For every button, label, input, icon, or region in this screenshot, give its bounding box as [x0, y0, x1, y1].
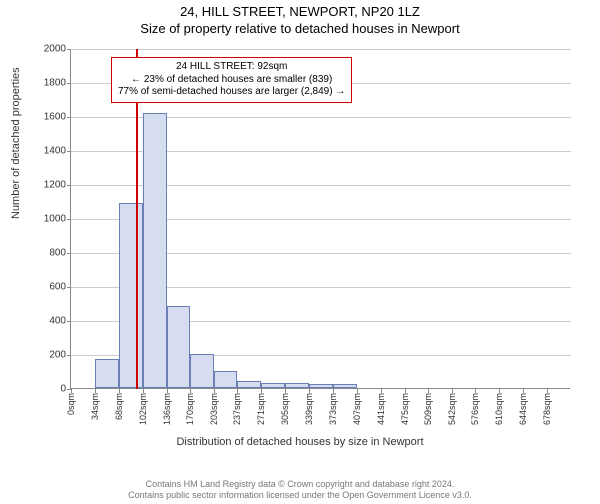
xtick-label: 542sqm	[447, 393, 457, 425]
histogram-bar	[285, 383, 309, 388]
ytick-label: 1600	[26, 112, 66, 123]
footer-line2: Contains public sector information licen…	[0, 490, 600, 502]
xtick-label: 0sqm	[66, 393, 76, 415]
xtick-label: 271sqm	[256, 393, 266, 425]
footer-line1: Contains HM Land Registry data © Crown c…	[0, 479, 600, 491]
histogram-bar	[190, 354, 213, 388]
annotation-line2: ← 23% of detached houses are smaller (83…	[118, 74, 345, 87]
histogram-bar	[143, 113, 167, 388]
ytick-mark	[67, 355, 71, 356]
histogram-bar	[309, 384, 333, 388]
xtick-label: 678sqm	[542, 393, 552, 425]
xtick-label: 237sqm	[232, 393, 242, 425]
ytick-label: 800	[26, 248, 66, 259]
xtick-label: 373sqm	[328, 393, 338, 425]
histogram-bar	[95, 359, 119, 388]
ytick-mark	[67, 253, 71, 254]
gridline-h	[71, 49, 571, 50]
histogram-bar	[237, 381, 261, 388]
ytick-label: 2000	[26, 44, 66, 55]
footer-attribution: Contains HM Land Registry data © Crown c…	[0, 479, 600, 502]
plot-region: 0sqm34sqm68sqm102sqm136sqm170sqm203sqm23…	[70, 49, 570, 389]
xtick-label: 610sqm	[494, 393, 504, 425]
xtick-label: 441sqm	[376, 393, 386, 425]
xtick-label: 509sqm	[423, 393, 433, 425]
ytick-mark	[67, 83, 71, 84]
xtick-label: 576sqm	[470, 393, 480, 425]
ytick-mark	[67, 117, 71, 118]
xtick-label: 102sqm	[138, 393, 148, 425]
ytick-label: 1000	[26, 214, 66, 225]
ytick-mark	[67, 185, 71, 186]
xtick-label: 34sqm	[90, 393, 100, 420]
histogram-bar	[119, 203, 143, 388]
ytick-mark	[67, 49, 71, 50]
histogram-chart: 0sqm34sqm68sqm102sqm136sqm170sqm203sqm23…	[70, 49, 570, 389]
ytick-label: 1800	[26, 78, 66, 89]
xtick-label: 170sqm	[185, 393, 195, 425]
ytick-mark	[67, 219, 71, 220]
y-axis-label: Number of detached properties	[10, 67, 22, 219]
ytick-mark	[67, 151, 71, 152]
x-axis-label: Distribution of detached houses by size …	[0, 436, 600, 448]
histogram-bar	[214, 371, 238, 388]
histogram-bar	[333, 384, 357, 388]
ytick-label: 0	[26, 384, 66, 395]
ytick-mark	[67, 321, 71, 322]
xtick-label: 136sqm	[162, 393, 172, 425]
ytick-label: 400	[26, 316, 66, 327]
xtick-label: 339sqm	[304, 393, 314, 425]
histogram-bar	[261, 383, 285, 388]
xtick-label: 203sqm	[209, 393, 219, 425]
annotation-box: 24 HILL STREET: 92sqm← 23% of detached h…	[111, 57, 352, 103]
page-title-line1: 24, HILL STREET, NEWPORT, NP20 1LZ	[0, 4, 600, 19]
ytick-label: 1200	[26, 180, 66, 191]
ytick-label: 1400	[26, 146, 66, 157]
annotation-line1: 24 HILL STREET: 92sqm	[118, 61, 345, 74]
histogram-bar	[167, 306, 191, 388]
xtick-label: 644sqm	[518, 393, 528, 425]
xtick-label: 475sqm	[400, 393, 410, 425]
xtick-label: 407sqm	[352, 393, 362, 425]
annotation-line3: 77% of semi-detached houses are larger (…	[118, 86, 345, 99]
page-title-line2: Size of property relative to detached ho…	[0, 21, 600, 36]
xtick-label: 68sqm	[114, 393, 124, 420]
ytick-mark	[67, 287, 71, 288]
ytick-label: 200	[26, 350, 66, 361]
xtick-label: 305sqm	[280, 393, 290, 425]
ytick-label: 600	[26, 282, 66, 293]
